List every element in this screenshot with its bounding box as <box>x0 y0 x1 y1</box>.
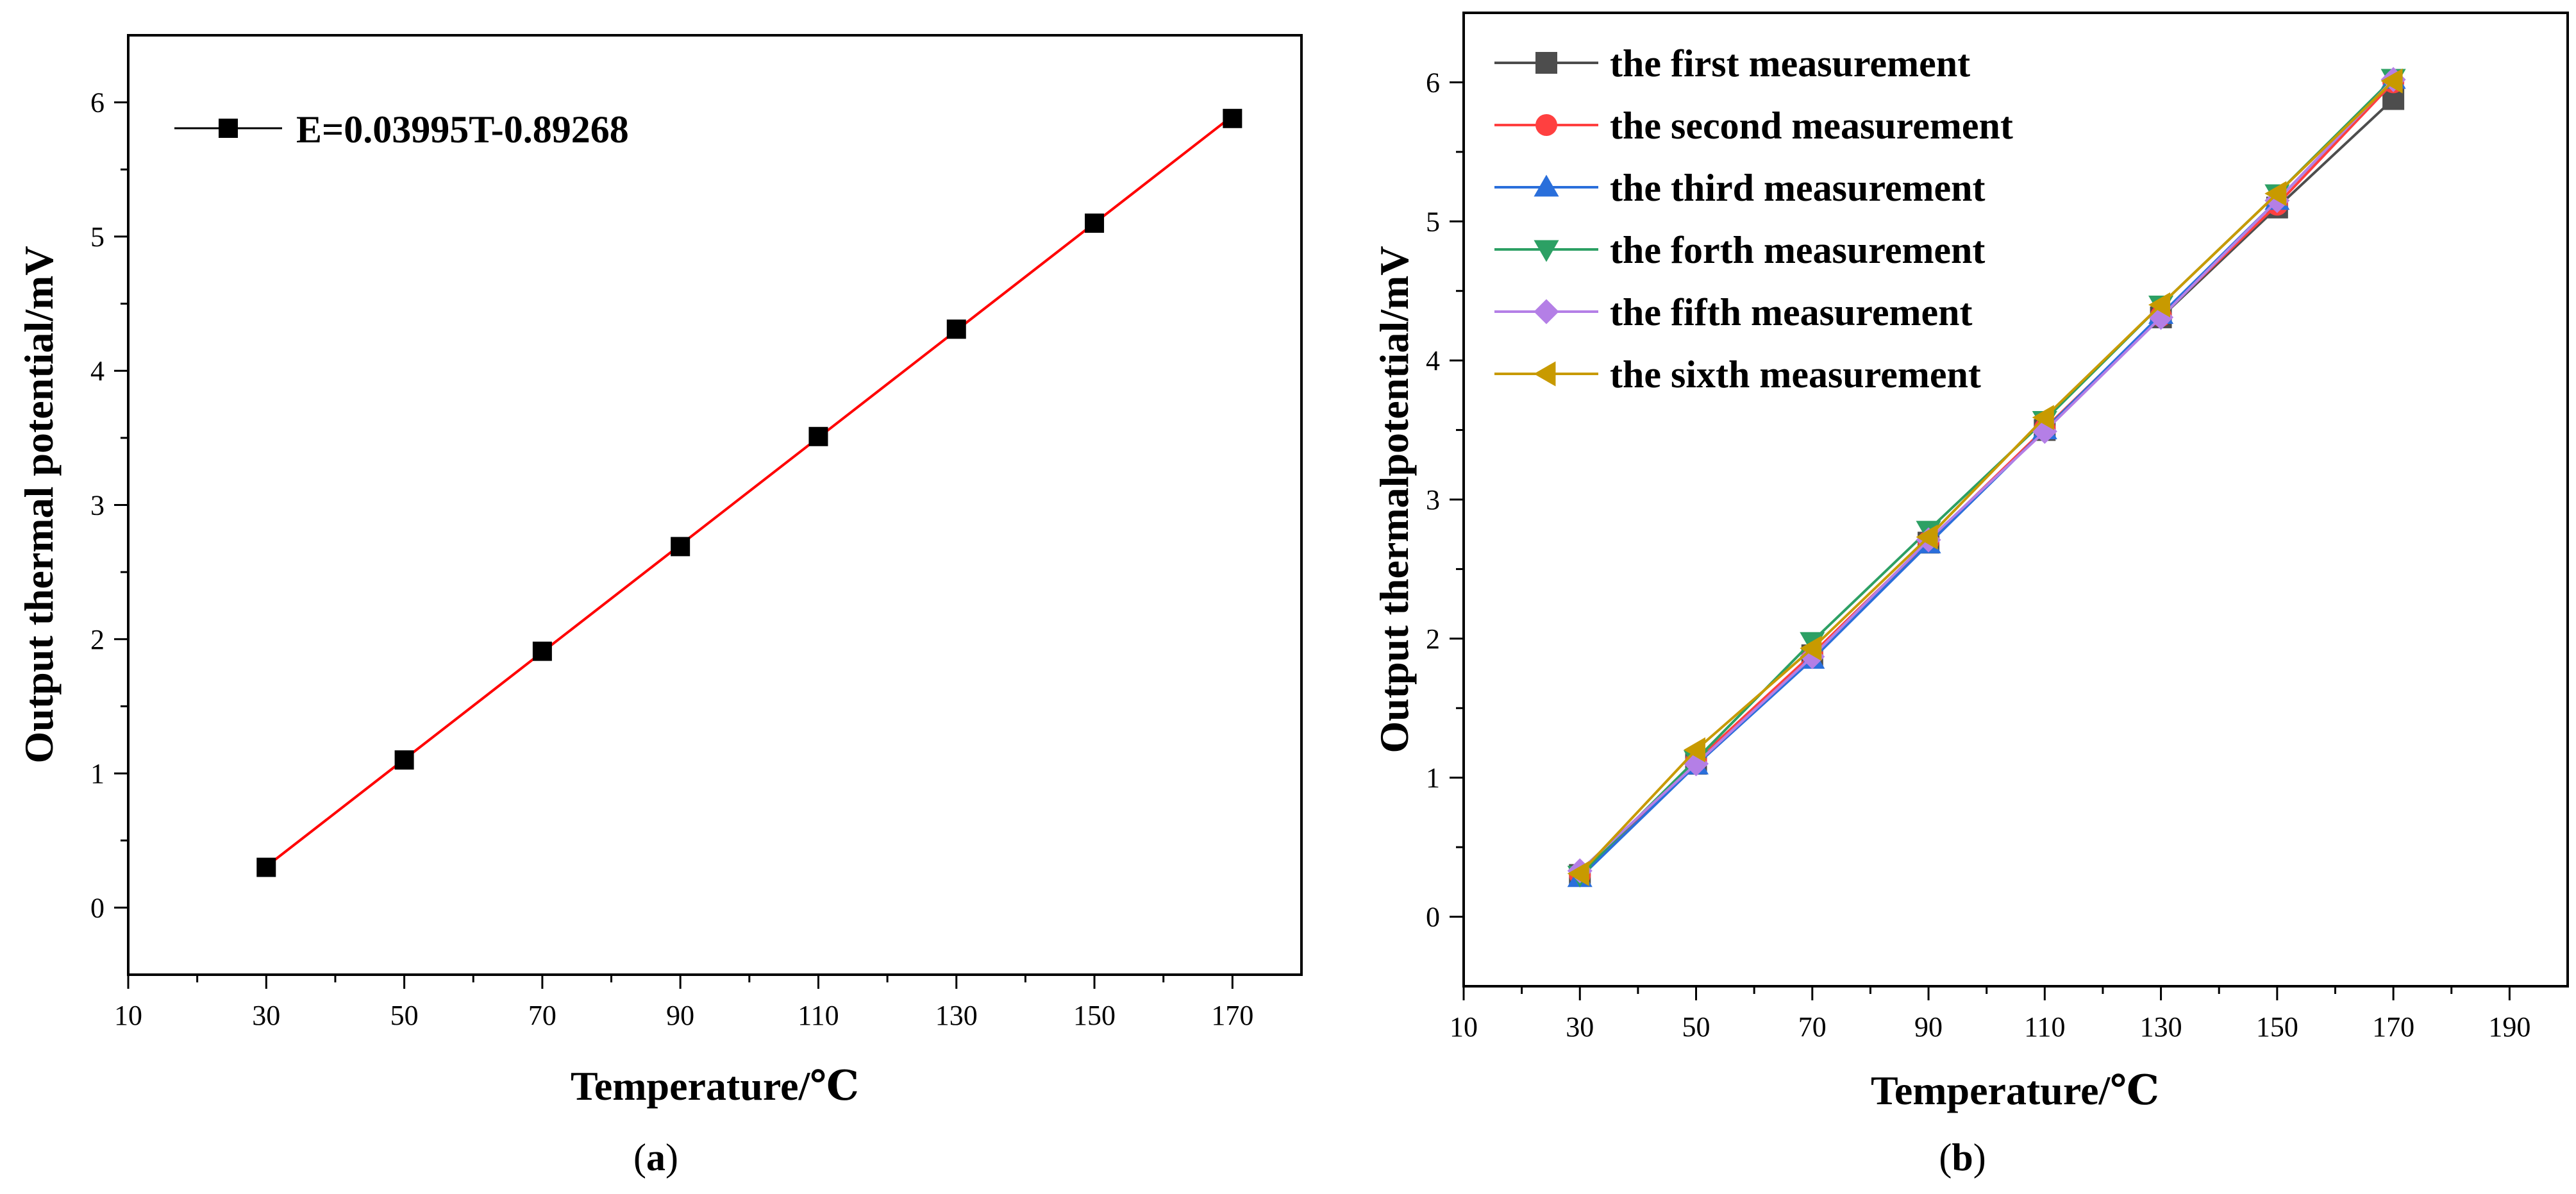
legend-item: the second measurement <box>1494 105 2013 147</box>
legend-label: the forth measurement <box>1610 229 1985 271</box>
legend-marker <box>1534 240 1559 262</box>
legend-marker <box>1534 361 1556 387</box>
y-tick-label: 5 <box>1426 206 1440 237</box>
data-point <box>2380 68 2403 94</box>
x-tick-label: 130 <box>2140 1011 2182 1043</box>
x-tick-label: 110 <box>798 1000 839 1031</box>
y-axis-ticks-b: 0 1 2 3 4 5 6 <box>1426 67 1464 933</box>
plot-frame-b <box>1462 12 2569 988</box>
panel-caption-b: (b) <box>1939 1136 1986 1179</box>
y-tick-label: 1 <box>90 758 105 789</box>
y-axis-title-a: Output thermal potential/mV <box>16 246 62 763</box>
legend-label-a: E=0.03995T-0.89268 <box>296 108 629 151</box>
x-tick-label: 10 <box>1450 1011 1478 1043</box>
legend-label: the fifth measurement <box>1610 291 1972 333</box>
series-group-a <box>256 108 1242 877</box>
data-point <box>2032 405 2054 430</box>
data-point <box>946 319 966 339</box>
x-tick-label: 30 <box>1566 1011 1594 1043</box>
plot-frame-a <box>127 34 1303 976</box>
data-point <box>1085 214 1105 233</box>
y-tick-label: 2 <box>1426 623 1440 655</box>
y-tick-label: 6 <box>90 87 105 119</box>
y-tick-label: 2 <box>90 624 105 655</box>
x-tick-label: 150 <box>2256 1011 2298 1043</box>
legend-marker <box>1535 52 1557 74</box>
y-tick-label: 5 <box>90 221 105 253</box>
series-1 <box>256 108 1242 877</box>
y-tick-label: 4 <box>90 355 105 387</box>
fit-line-a <box>265 115 1234 868</box>
x-axis-title-a: Temperature/℃ <box>571 1063 859 1109</box>
y-axis-ticks-a: 0 1 2 3 4 5 6 <box>90 87 128 923</box>
data-point <box>256 857 276 877</box>
fit-line <box>265 115 1234 868</box>
data-point <box>2264 181 2287 206</box>
legend-label: the third measurement <box>1610 167 1985 209</box>
legend-b: the first measurement the second measurem… <box>1494 42 2013 396</box>
data-point <box>2032 419 2057 444</box>
x-axis-ticks-b: 10 30 50 70 90 110 130 150 170 190 <box>1450 986 2530 1043</box>
legend-item: the fifth measurement <box>1494 291 1972 333</box>
y-axis-title-b: Output thermalpotential/mV <box>1371 246 1417 753</box>
legend-label: the sixth measurement <box>1610 353 1981 396</box>
series-6 <box>1567 68 2403 886</box>
legend-a: E=0.03995T-0.89268 <box>174 108 629 151</box>
x-tick-label: 130 <box>935 1000 978 1031</box>
panel-caption-a: (a) <box>633 1136 678 1179</box>
legend-label: the first measurement <box>1610 42 1970 85</box>
data-point <box>671 537 690 557</box>
x-axis-title-b: Temperature/℃ <box>1871 1068 2159 1113</box>
x-tick-label: 190 <box>2488 1011 2530 1043</box>
y-tick-label: 0 <box>90 892 105 923</box>
x-tick-label: 30 <box>252 1000 280 1031</box>
series-line <box>1578 78 2395 872</box>
x-tick-label: 170 <box>1211 1000 1253 1031</box>
x-tick-label: 170 <box>2372 1011 2414 1043</box>
legend-marker <box>1534 299 1559 324</box>
legend-item: the first measurement <box>1494 42 1970 85</box>
legend-item: the sixth measurement <box>1494 353 1981 396</box>
series-group-b <box>1567 67 2406 888</box>
x-tick-label: 50 <box>390 1000 419 1031</box>
panel-b: 10 30 50 70 90 110 130 150 170 190 0 1 2 3 4 5 6 the fi… <box>1371 12 2569 1179</box>
legend-label: the second measurement <box>1610 105 2013 147</box>
y-tick-label: 0 <box>1426 902 1440 933</box>
legend-marker <box>1534 174 1559 197</box>
x-tick-label: 90 <box>666 1000 694 1031</box>
legend-item: the forth measurement <box>1494 229 1985 271</box>
legend-marker <box>1535 114 1557 136</box>
y-tick-label: 1 <box>1426 762 1440 794</box>
y-tick-label: 6 <box>1426 67 1440 98</box>
x-tick-label: 70 <box>1798 1011 1827 1043</box>
x-tick-label: 70 <box>528 1000 556 1031</box>
x-tick-label: 90 <box>1914 1011 1943 1043</box>
x-tick-label: 50 <box>1682 1011 1710 1043</box>
data-point <box>394 750 414 770</box>
data-point <box>532 641 552 661</box>
series-line <box>1578 80 2395 875</box>
x-axis-ticks-a: 10 30 50 70 90 110 130 150 170 <box>114 975 1253 1031</box>
y-tick-label: 3 <box>90 490 105 521</box>
panel-a: 10 30 50 70 90 110 130 150 170 0 1 2 3 4 5 6 E=0.03995… <box>16 34 1303 1179</box>
data-point <box>808 426 828 446</box>
legend-item: the third measurement <box>1494 167 1985 209</box>
data-point <box>1683 737 1705 762</box>
x-tick-label: 10 <box>114 1000 142 1031</box>
x-tick-label: 150 <box>1073 1000 1116 1031</box>
data-point <box>1916 525 1938 550</box>
data-point <box>1223 108 1242 128</box>
data-point <box>1800 644 1825 669</box>
legend-marker-a <box>219 119 238 138</box>
data-point <box>1800 635 1822 661</box>
y-tick-label: 4 <box>1426 345 1440 376</box>
y-tick-label: 3 <box>1426 484 1440 516</box>
data-point <box>2148 292 2171 317</box>
data-point <box>1567 861 1589 886</box>
x-tick-label: 110 <box>2024 1011 2065 1043</box>
